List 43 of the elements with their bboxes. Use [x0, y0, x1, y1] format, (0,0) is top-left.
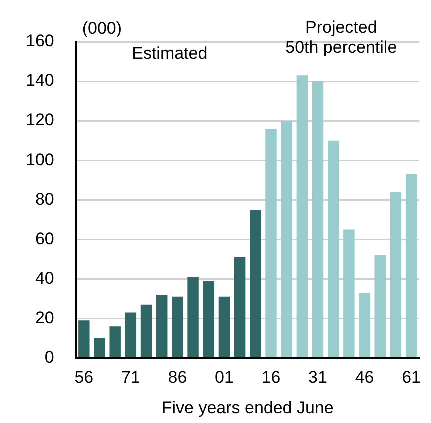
x-tick-label: 01	[215, 368, 234, 388]
y-tick-label: 40	[35, 268, 54, 288]
annotation: Estimated	[132, 44, 208, 64]
bar	[156, 294, 168, 358]
bar	[203, 281, 214, 358]
x-tick-label: 61	[402, 368, 422, 388]
bar	[374, 255, 386, 358]
y-tick-label: 0	[44, 348, 54, 367]
y-tick-label: 140	[26, 71, 54, 90]
bar	[125, 312, 137, 358]
bar	[281, 121, 292, 358]
x-tick-label: 16	[262, 368, 281, 388]
bar	[78, 320, 90, 358]
x-tick-label: 46	[355, 368, 374, 388]
bar	[172, 296, 184, 358]
x-tick-label: 56	[74, 368, 94, 388]
x-axis-title: Five years ended June	[162, 398, 334, 418]
bar	[296, 76, 308, 358]
bar	[250, 210, 262, 358]
y-tick-label: 100	[26, 150, 54, 170]
bar	[110, 326, 121, 358]
annotation: Projected 50th percentile	[286, 18, 398, 58]
x-tick-label: 71	[121, 368, 140, 388]
bar	[94, 338, 106, 358]
bar	[218, 296, 230, 358]
y-tick-label: 20	[35, 308, 54, 328]
y-tick-label: 160	[26, 32, 54, 51]
bar	[359, 292, 370, 358]
x-tick-label: 86	[168, 368, 188, 388]
bar	[188, 277, 199, 358]
y-tick-label: 80	[35, 190, 54, 209]
bar	[390, 192, 402, 358]
bar	[266, 128, 277, 358]
y-tick-label: 120	[26, 110, 54, 130]
bar	[312, 82, 324, 358]
y-tick-label: 60	[35, 229, 54, 248]
bar	[140, 304, 152, 358]
bar	[328, 140, 340, 358]
x-tick-label: 31	[308, 368, 328, 388]
bar	[234, 257, 246, 358]
y-axis-title: (000)	[82, 19, 122, 38]
bar	[344, 230, 355, 358]
bar	[406, 174, 418, 358]
